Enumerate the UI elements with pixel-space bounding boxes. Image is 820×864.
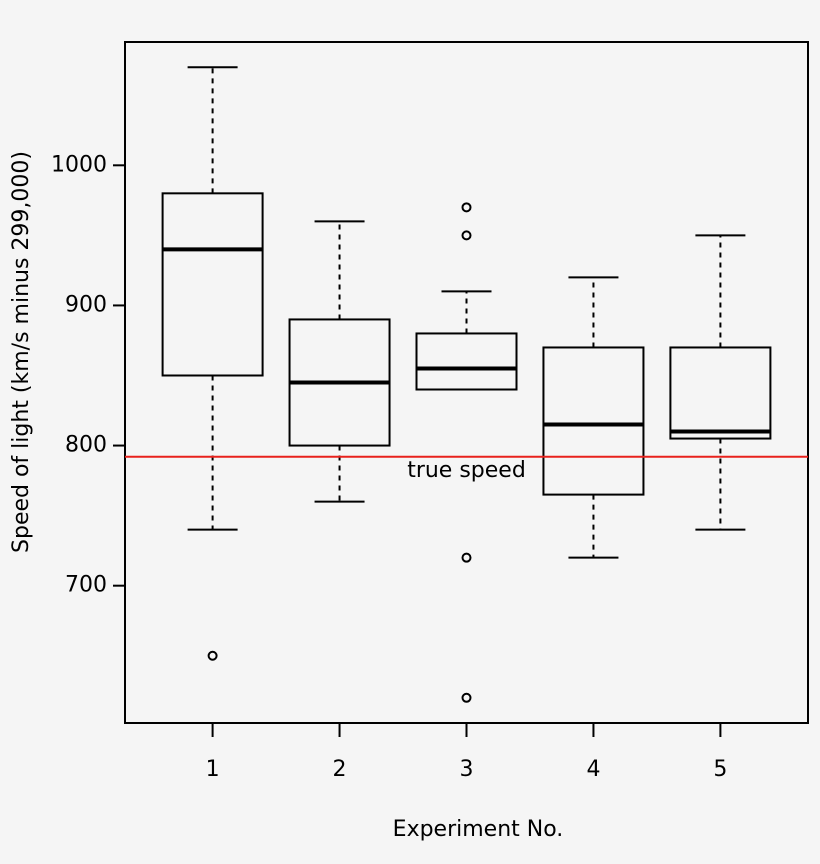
outlier [461, 552, 472, 563]
y-tick-label: 900 [65, 292, 107, 317]
box [669, 346, 772, 440]
y-tick-label: 800 [65, 433, 107, 458]
outlier [207, 650, 218, 661]
y-axis-label: Speed of light (km/s minus 299,000) [9, 151, 34, 553]
reference-label: true speed [407, 458, 526, 483]
x-tick-label: 5 [713, 757, 727, 782]
box [415, 332, 518, 391]
y-tick-label: 1000 [51, 152, 107, 177]
box [161, 192, 264, 377]
outlier [461, 230, 472, 241]
box [542, 346, 645, 496]
x-axis-label: Experiment No. [393, 817, 564, 842]
x-tick-label: 2 [333, 757, 347, 782]
x-tick-label: 4 [586, 757, 600, 782]
outlier [461, 692, 472, 703]
x-tick-label: 3 [460, 757, 474, 782]
outlier [461, 202, 472, 213]
x-tick-label: 1 [206, 757, 220, 782]
y-tick-label: 700 [65, 573, 107, 598]
